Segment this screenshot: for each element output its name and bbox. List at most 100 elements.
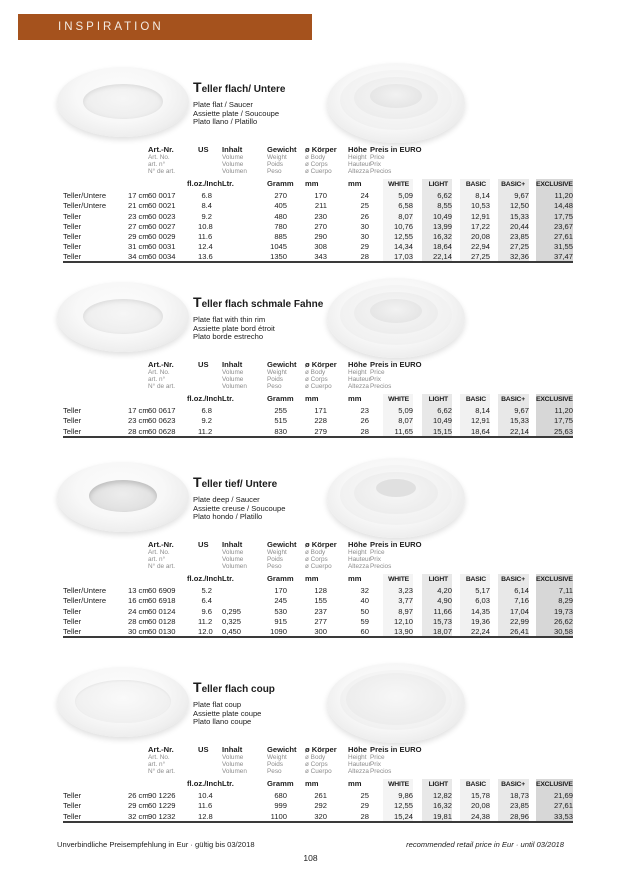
cell-size: 24 cm xyxy=(128,606,149,616)
price-level-white: WHITE xyxy=(370,574,413,585)
price-level-basicplus: BASIC+ xyxy=(490,574,529,585)
cell-price-basicplus: 22,99 xyxy=(490,615,529,626)
cell-price-white: 8,97 xyxy=(370,605,413,616)
product-title: Teller flach coup xyxy=(193,679,275,695)
cell-price-exclusive: 11,20 xyxy=(529,190,573,201)
price-level-basic: BASIC xyxy=(452,179,490,190)
cell-us-value: 9.2 xyxy=(201,211,212,221)
cell-price-exclusive: 7,11 xyxy=(529,585,573,596)
cell-price-exclusive: 11,20 xyxy=(529,405,573,416)
col-header-hoehe: Höhe Height Hauteur Altezza xyxy=(348,745,371,776)
cell-price-light: 18,07 xyxy=(413,625,452,636)
price-level-white: WHITE xyxy=(370,179,413,190)
cell-price-exclusive: 14,48 xyxy=(529,200,573,211)
cell-price-basic: 22,24 xyxy=(452,625,490,636)
product-title-block: Teller flach/ Untere Plate flat / Saucer… xyxy=(193,80,333,127)
col-header-gewicht: Gewicht Weight Poids Peso xyxy=(267,145,297,176)
cell-ltr-value xyxy=(222,200,260,210)
cell-us-value: 5.2 xyxy=(201,586,212,596)
table-row: Teller 23 cm 60 0023 9.2 480 230 26 8,07 10,49 12… xyxy=(63,210,573,221)
table-row: Teller 26 cm 90 1226 10.4 680 261 25 9,86 12,82 1… xyxy=(63,790,573,801)
cell-gramm-value: 885 xyxy=(274,231,287,241)
cell-price-basicplus: 12,50 xyxy=(490,200,529,211)
cell-price-white: 8,07 xyxy=(370,415,413,426)
cell-price-light: 11,66 xyxy=(413,605,452,616)
cell-price-light: 16,32 xyxy=(413,800,452,811)
col-header-art-nr: Art.-Nr. Art. No. art. n° N° de art. xyxy=(148,145,176,176)
cell-hoehe-value: 32 xyxy=(360,586,369,596)
col-header-koerper: ø Körper ø Body ø Corps ø Cuerpo xyxy=(305,540,337,571)
cell-price-basic: 10,53 xyxy=(452,200,490,211)
cell-us-value: 9.6 xyxy=(201,606,212,616)
table-header-row: Art.-Nr. Art. No. art. n° N° de art. US … xyxy=(63,540,573,574)
cell-art-nr: 60 0029 xyxy=(148,231,176,241)
cell-us-value: 6.8 xyxy=(201,406,212,416)
product-photo-left xyxy=(57,282,189,352)
cell-price-basicplus: 26,41 xyxy=(490,625,529,636)
cell-price-white: 5,09 xyxy=(370,405,413,416)
product-photo-right xyxy=(327,63,465,145)
price-level-white: WHITE xyxy=(370,779,413,790)
cell-koerper-value: 279 xyxy=(314,426,327,436)
cell-price-basicplus: 18,73 xyxy=(490,790,529,801)
cell-item-name: Teller xyxy=(63,252,82,262)
product-title-block: Teller flach coup Plate flat coup Assiet… xyxy=(193,679,333,727)
cell-us-value: 12.0 xyxy=(198,626,213,636)
cell-art-nr: 60 6918 xyxy=(148,596,176,606)
table-units-row: fl.oz./Inch Ltr. Gramm mm mm WHITE LIGHT… xyxy=(63,779,573,790)
cell-us-value: 11.2 xyxy=(198,426,213,436)
cell-price-exclusive: 31,55 xyxy=(529,240,573,252)
unit-gramm: Gramm xyxy=(267,179,294,188)
cell-price-basic: 18,64 xyxy=(452,425,490,436)
cell-price-exclusive: 17,75 xyxy=(529,415,573,426)
cell-price-white: 6,58 xyxy=(370,200,413,211)
cell-gramm-value: 530 xyxy=(274,606,287,616)
cell-us-value: 12.4 xyxy=(198,242,213,252)
col-header-hoehe: Höhe Height Hauteur Altezza xyxy=(348,540,371,571)
cell-ltr-value xyxy=(222,221,260,231)
cell-price-exclusive: 26,62 xyxy=(529,615,573,626)
cell-art-nr: 60 0031 xyxy=(148,242,176,252)
unit-koerper-mm: mm xyxy=(305,574,319,583)
cell-art-nr: 60 0027 xyxy=(148,221,176,231)
cell-hoehe-value: 29 xyxy=(360,242,369,252)
cell-price-basicplus: 9,67 xyxy=(490,190,529,201)
cell-art-nr: 90 1226 xyxy=(148,791,176,801)
unit-us: fl.oz./Inch xyxy=(186,179,222,188)
product-photo-right xyxy=(327,458,465,540)
plate-stack-ring xyxy=(370,299,422,323)
cell-koerper-value: 237 xyxy=(314,606,327,616)
cell-hoehe-value: 50 xyxy=(360,606,369,616)
plate-well xyxy=(75,679,171,723)
unit-us: fl.oz./Inch xyxy=(186,574,222,583)
cell-price-white: 3,23 xyxy=(370,585,413,596)
cell-price-basicplus: 22,14 xyxy=(490,425,529,436)
cell-item-name: Teller/Untere xyxy=(63,191,107,201)
cell-koerper-value: 228 xyxy=(314,416,327,426)
price-level-exclusive: EXCLUSIVE xyxy=(529,574,573,585)
product-description: Plato borde estrecho xyxy=(193,332,264,341)
cell-price-exclusive: 8,29 xyxy=(529,595,573,606)
cell-price-white: 5,09 xyxy=(370,190,413,201)
product-section: Teller flach coup Plate flat coup Assiet… xyxy=(0,661,621,831)
cell-gramm-value: 780 xyxy=(274,221,287,231)
unit-hoehe-mm: mm xyxy=(348,394,362,403)
col-header-koerper: ø Körper ø Body ø Corps ø Cuerpo xyxy=(305,745,337,776)
cell-gramm-value: 1350 xyxy=(270,252,287,262)
plate-stack-ring xyxy=(346,673,446,725)
cell-size: 28 cm xyxy=(128,616,149,626)
cell-gramm-value: 170 xyxy=(274,586,287,596)
page-header-bar: INSPIRATION xyxy=(18,14,312,40)
col-header-preis: Preis in EURO Price Prix Precios xyxy=(370,745,422,776)
cell-price-exclusive: 27,61 xyxy=(529,230,573,241)
cell-item-name: Teller xyxy=(63,801,82,811)
price-table: Art.-Nr. Art. No. art. n° N° de art. US … xyxy=(63,745,573,823)
plate-stack-ring xyxy=(370,84,422,108)
cell-us-value: 12.8 xyxy=(198,811,213,821)
cell-size: 29 cm xyxy=(128,231,149,241)
cell-hoehe-value: 24 xyxy=(360,191,369,201)
cell-art-nr: 60 0628 xyxy=(148,426,176,436)
cell-us-value: 11.6 xyxy=(198,231,213,241)
cell-us-value: 11.2 xyxy=(198,616,213,626)
cell-gramm-value: 1090 xyxy=(270,626,287,636)
